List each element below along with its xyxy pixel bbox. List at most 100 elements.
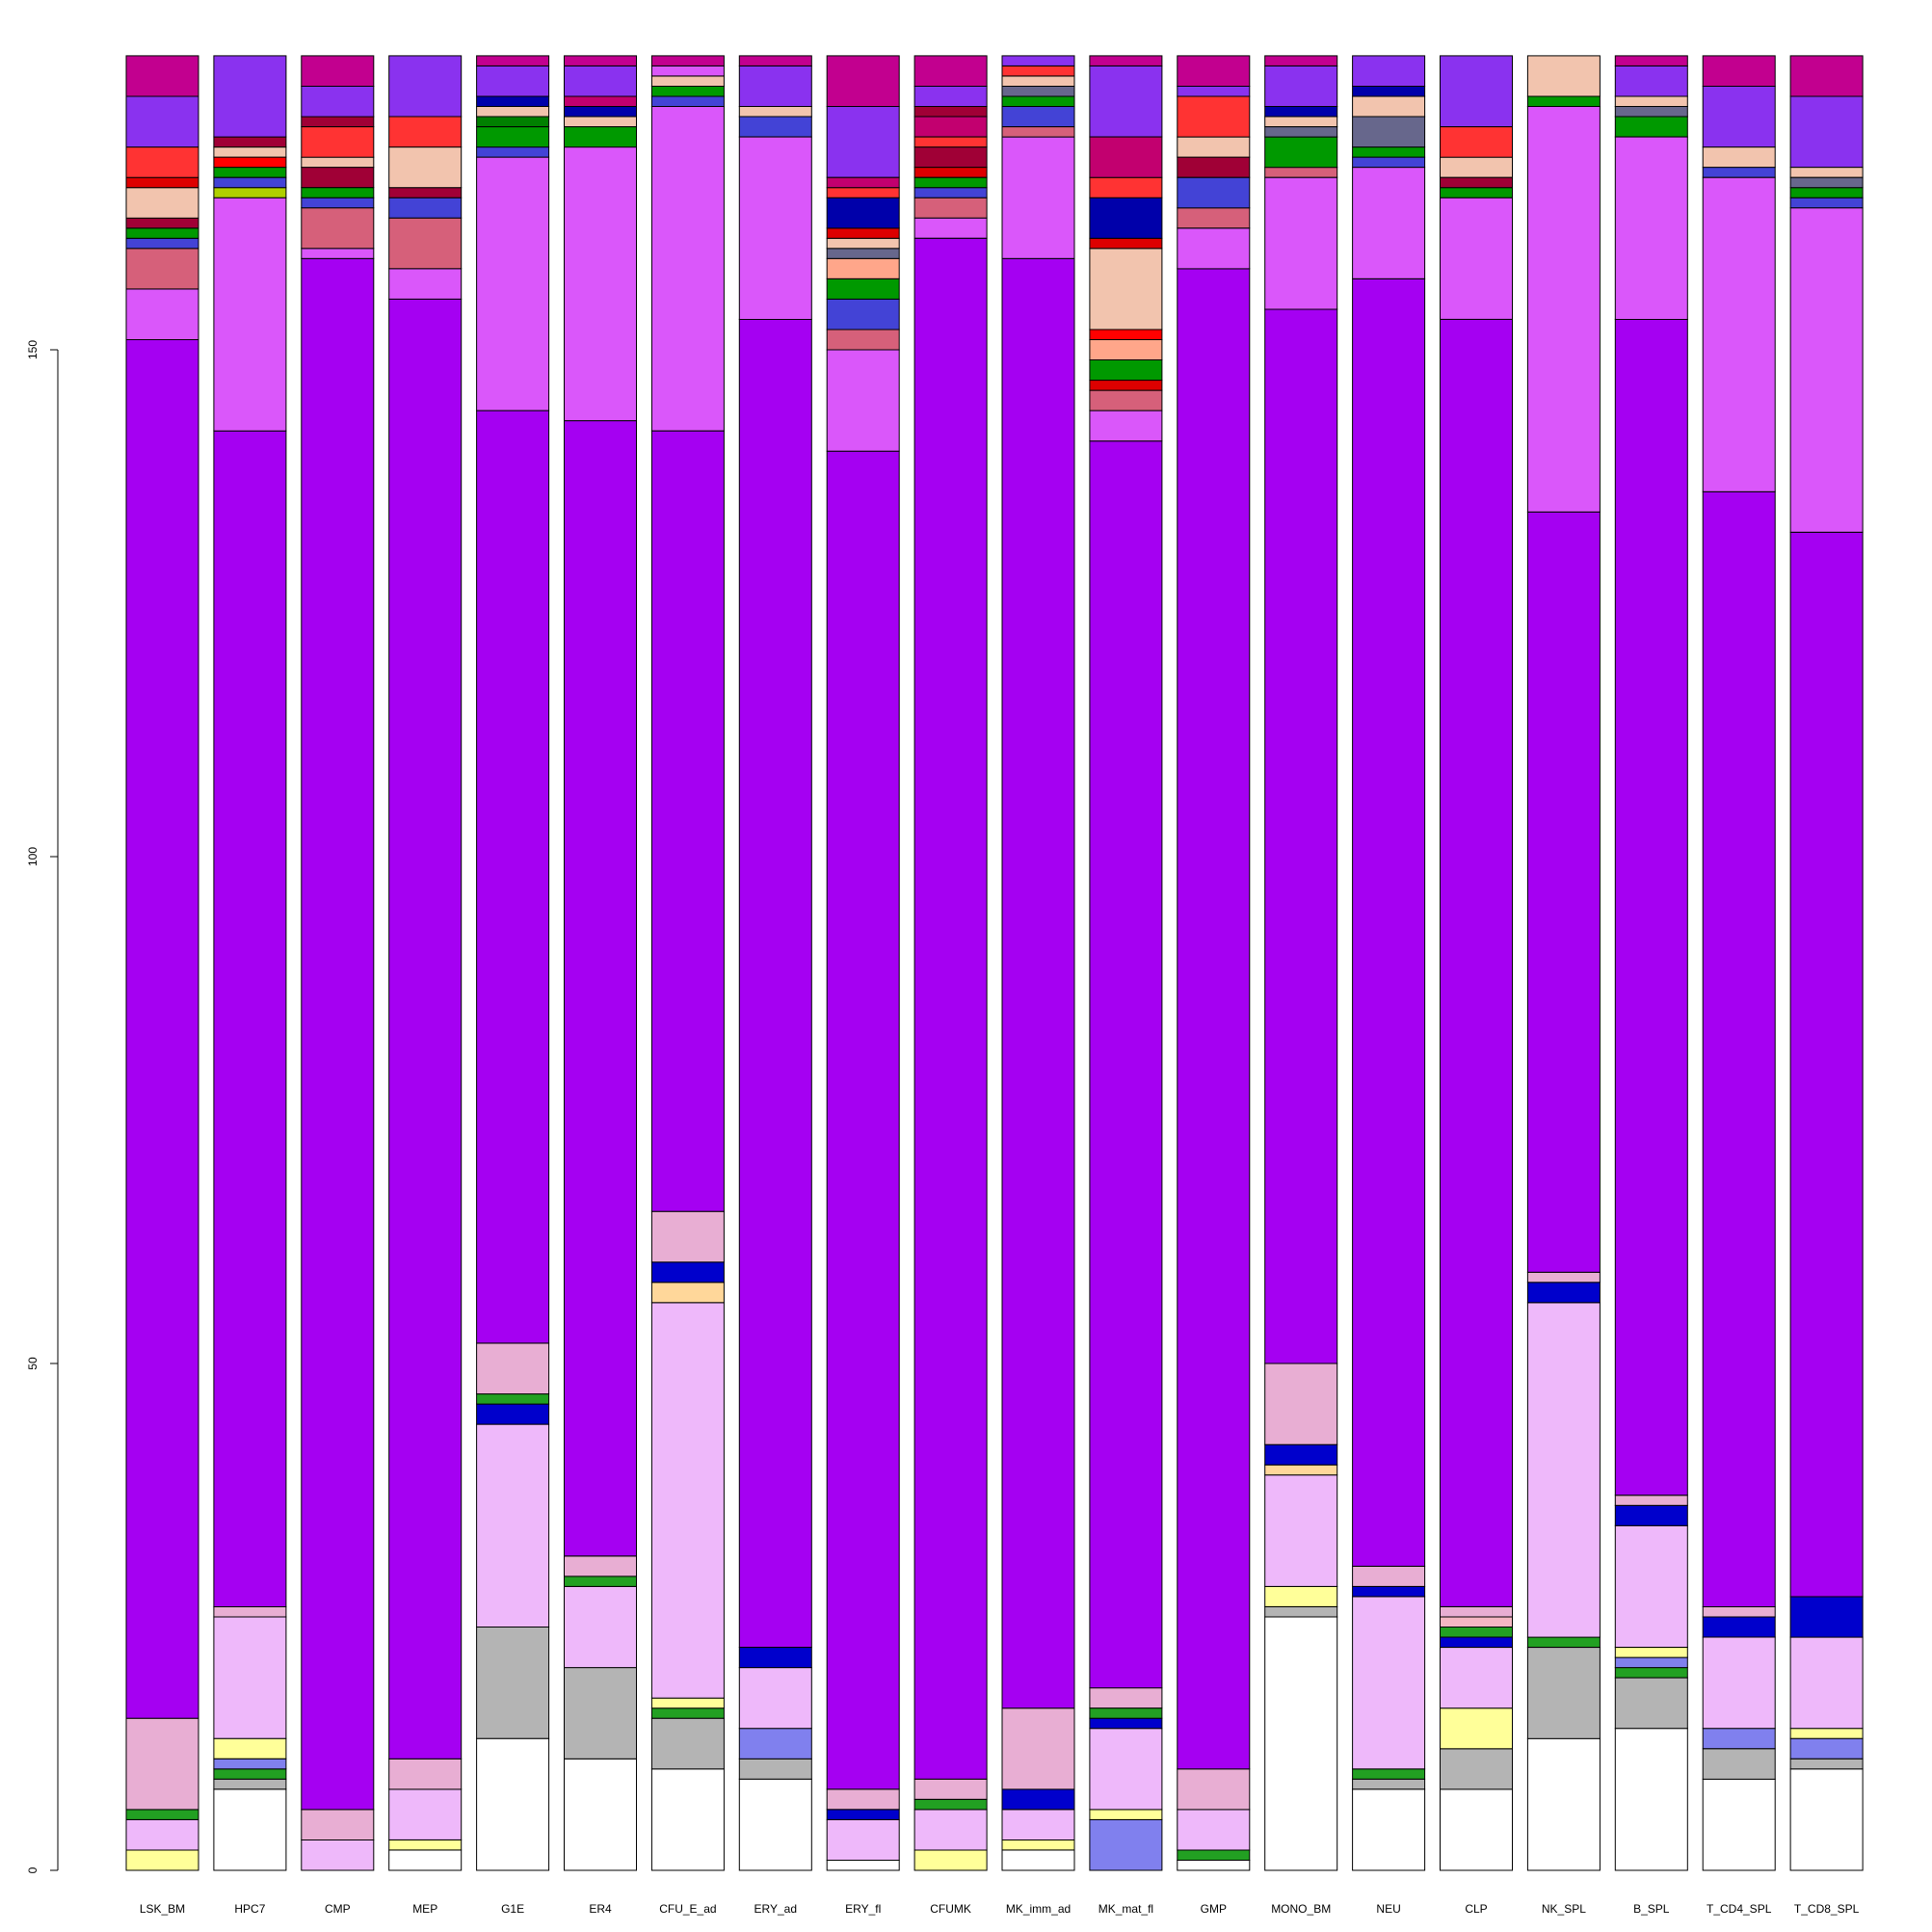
bar-segment (650, 106, 725, 432)
bar-segment (738, 1667, 812, 1730)
bar-segment (826, 1809, 900, 1820)
bar-segment (213, 156, 287, 169)
bar-segment (826, 278, 900, 300)
bar-segment (738, 106, 812, 118)
bar-segment (1177, 176, 1251, 209)
bar-segment (1614, 106, 1688, 118)
bar-segment (1264, 1443, 1338, 1466)
bar-segment (388, 217, 463, 270)
bar-segment (476, 55, 550, 66)
bar-segment (913, 86, 988, 107)
bar-segment (913, 136, 988, 148)
bar-segment (1440, 1627, 1513, 1638)
bar-segment (564, 106, 637, 118)
bar-segment (913, 106, 988, 118)
bar-stack-T_CD4_SPL (1702, 55, 1776, 1871)
x-category-label: ERY_fl (845, 1902, 881, 1916)
x-category-label: MONO_BM (1271, 1902, 1331, 1916)
bar-segment (1702, 55, 1776, 88)
bar-segment (213, 1778, 287, 1790)
bar-segment (1352, 1778, 1426, 1790)
bar-segment (213, 167, 287, 178)
bar-segment (125, 187, 199, 219)
bar-segment (1001, 75, 1075, 87)
bar-stack-NEU (1352, 55, 1426, 1871)
bar-segment (213, 430, 287, 1608)
bar-segment (388, 55, 463, 118)
bar-segment (738, 55, 812, 66)
bar-segment (1352, 86, 1426, 97)
bar-segment (1352, 156, 1426, 169)
bar-segment (388, 197, 463, 219)
bar-segment (826, 197, 900, 229)
bar-segment (738, 318, 812, 1648)
y-axis: 0 50 100 150 (26, 340, 59, 1873)
x-category-label: MEP (412, 1902, 437, 1916)
bar-stack-B_SPL (1614, 55, 1688, 1871)
bar-segment (564, 116, 637, 127)
bar-segment (826, 248, 900, 259)
bar-segment (388, 1849, 463, 1871)
bar-segment (564, 65, 637, 97)
bar-segment (1789, 531, 1864, 1598)
bar-segment (476, 1403, 550, 1425)
bar-segment (826, 298, 900, 331)
bar-segment (913, 217, 988, 239)
bar-segment (1526, 55, 1601, 97)
bar-segment (1614, 1495, 1688, 1506)
bar-segment (738, 1647, 812, 1669)
bar-segment (476, 1627, 550, 1739)
bar-segment (125, 1849, 199, 1871)
bar-segment (1177, 156, 1251, 178)
bar-segment (1789, 1728, 1864, 1739)
x-category-label: ERY_ad (754, 1902, 797, 1916)
bar-segment (564, 126, 637, 148)
bar-segment (1526, 1636, 1601, 1648)
bar-segment (1789, 197, 1864, 209)
bar-segment (1089, 176, 1163, 198)
bar-segment (125, 1809, 199, 1820)
bar-segment (826, 187, 900, 198)
bar-segment (1614, 116, 1688, 138)
bar-segment (1526, 1271, 1601, 1284)
bar-segment (1440, 1647, 1513, 1709)
bar-segment (1440, 1636, 1513, 1648)
bar-segment (1526, 511, 1601, 1273)
bar-segment (388, 268, 463, 300)
bar-segment (1789, 167, 1864, 178)
bar-segment (1001, 126, 1075, 138)
bar-segment (913, 197, 988, 219)
bar-segment (1352, 146, 1426, 158)
bar-segment (1089, 1728, 1163, 1811)
bar-segment (1614, 1728, 1688, 1871)
bar-segment (301, 207, 375, 250)
bar-segment (564, 55, 637, 66)
bar-segment (213, 176, 287, 189)
bar-segment (1001, 257, 1075, 1709)
x-category-label: CFUMK (930, 1902, 971, 1916)
bar-segment (1440, 1616, 1513, 1628)
bar-segment (1177, 227, 1251, 270)
bar-segment (650, 1261, 725, 1284)
bar-segment (1177, 86, 1251, 97)
bar-segment (1789, 1758, 1864, 1770)
bar-segment (1789, 176, 1864, 189)
bar-segment (301, 1809, 375, 1841)
bar-segment (1614, 95, 1688, 107)
bar-segment (213, 1788, 287, 1871)
bar-segment (564, 1585, 637, 1669)
bar-segment (1352, 1596, 1426, 1770)
bar-segment (1177, 55, 1251, 88)
bar-segment (1264, 1474, 1338, 1587)
x-category-label: CMP (325, 1902, 351, 1916)
bar-segment (1001, 106, 1075, 127)
bar-segment (913, 1798, 988, 1811)
bar-segment (476, 410, 550, 1344)
bar-segment (1440, 197, 1513, 320)
bar-segment (476, 1737, 550, 1871)
bar-segment (1264, 1606, 1338, 1618)
bar-stack-T_CD8_SPL (1789, 55, 1864, 1871)
y-tick-label: 150 (26, 340, 40, 359)
bar-segment (1352, 1768, 1426, 1780)
bar-segment (1001, 95, 1075, 107)
